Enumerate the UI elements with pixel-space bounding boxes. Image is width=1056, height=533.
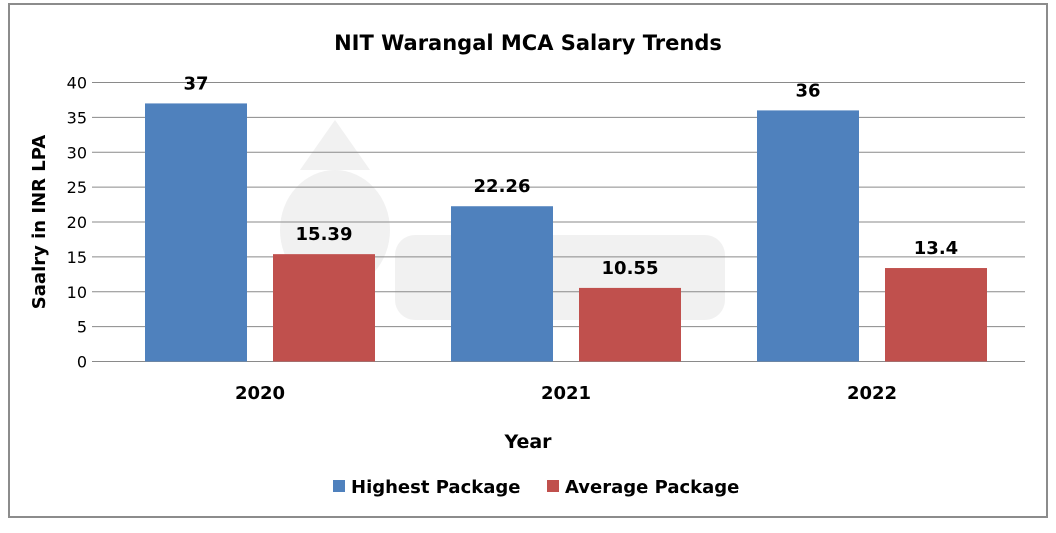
y-axis-label: Saalry in INR LPA [29, 135, 50, 309]
bar-average-package [885, 268, 987, 362]
legend-swatch [547, 480, 559, 492]
data-label: 10.55 [602, 258, 659, 279]
x-tick-label: 2022 [847, 383, 897, 404]
y-tick-label: 25 [67, 178, 87, 197]
chart-frame [8, 3, 1048, 518]
legend-label: Highest Package [351, 477, 520, 498]
y-tick-label: 20 [67, 213, 87, 232]
y-tick-label: 30 [67, 143, 87, 162]
chart-title: NIT Warangal MCA Salary Trends [334, 31, 722, 55]
bar-average-package [273, 254, 375, 362]
bar-average-package [579, 287, 681, 362]
data-label: 36 [795, 80, 820, 101]
data-label: 37 [183, 73, 208, 94]
y-tick-label: 10 [67, 283, 87, 302]
y-tick-label: 15 [67, 248, 87, 267]
bar-highest-package [145, 103, 247, 362]
legend-label: Average Package [565, 477, 739, 498]
data-label: 15.39 [296, 224, 353, 245]
legend: Highest Package Average Package [333, 477, 739, 498]
bar-highest-package [451, 206, 553, 362]
y-tick-label: 0 [77, 353, 87, 372]
legend-swatch [333, 480, 345, 492]
data-label: 13.4 [914, 238, 958, 259]
x-axis-label: Year [503, 431, 552, 453]
x-tick-label: 2021 [541, 383, 591, 404]
y-tick-label: 5 [77, 318, 87, 337]
bar-highest-package [757, 110, 859, 362]
y-tick-label: 40 [67, 74, 87, 93]
data-label: 22.26 [474, 176, 531, 197]
y-tick-label: 35 [67, 108, 87, 127]
x-tick-label: 2020 [235, 383, 285, 404]
